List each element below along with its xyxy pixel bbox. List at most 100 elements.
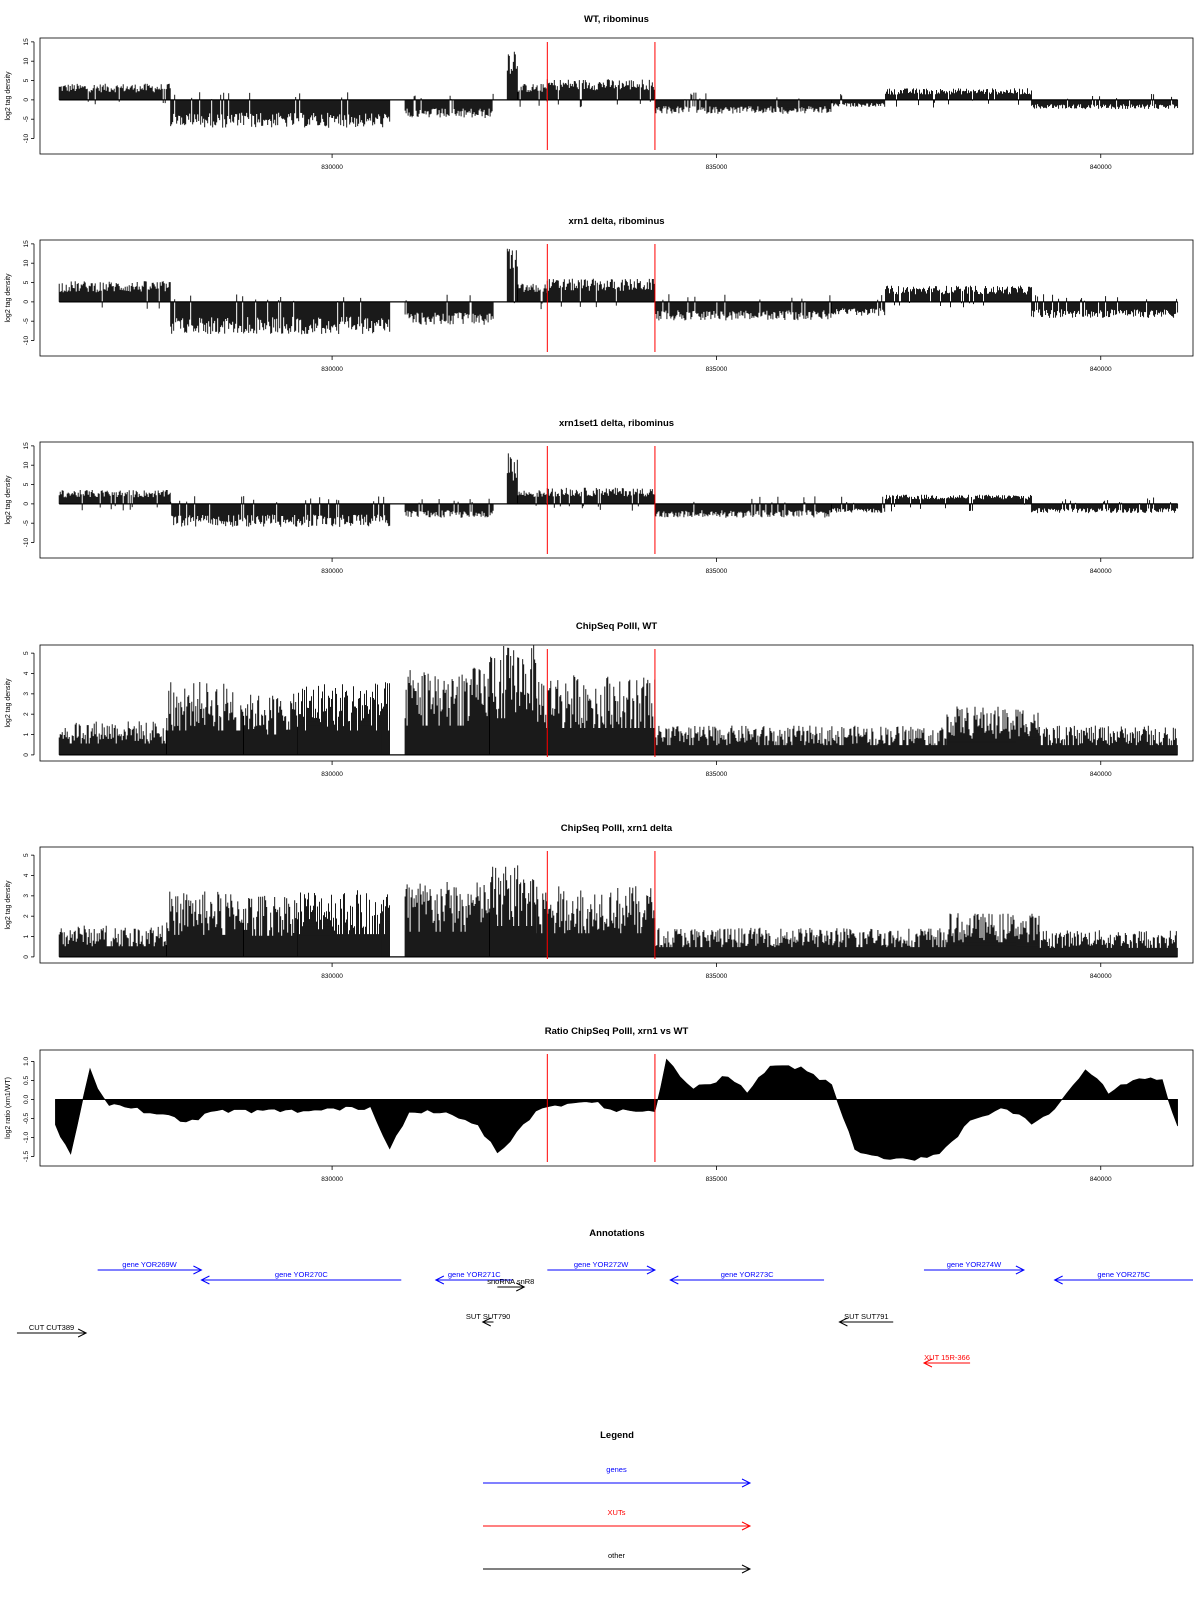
signal-series (58, 248, 1179, 335)
track-panel-2: xrn1 delta, ribominus log2 tag density -10… (5, 216, 1194, 373)
y-tick-label: 0 (23, 98, 30, 102)
direction-arrowhead (200, 1275, 210, 1285)
y-tick-label: 0.5 (23, 1076, 30, 1085)
direction-arrowhead (481, 1317, 491, 1327)
y-tick-label: -5 (23, 116, 30, 122)
direction-arrowhead (77, 1328, 88, 1338)
y-axis-label: log2 tag density (5, 678, 12, 728)
y-tick-label: -10 (23, 133, 30, 143)
x-tick-label: 835000 (706, 1176, 728, 1183)
x-tick-label: 835000 (706, 973, 728, 980)
y-tick-label: -5 (23, 318, 30, 324)
y-axis-label: log2 tag density (5, 475, 12, 525)
panel-title: xrn1set1 delta, ribominus (559, 418, 674, 429)
feature-label: CUT CUT389 (29, 1323, 74, 1332)
annotation-sut-sut790: SUT SUT790 (466, 1312, 510, 1327)
tag-density-bars (58, 645, 1178, 755)
plot-frame (39, 846, 1194, 964)
plot-frame (39, 644, 1194, 762)
y-tick-label: 15 (23, 38, 30, 46)
feature-label: gene YOR269W (122, 1260, 177, 1269)
y-tick-label: 2 (23, 914, 30, 918)
y-tick-label: -1.5 (23, 1151, 30, 1163)
annotation-cut-cut389: CUT CUT389 (16, 1323, 88, 1338)
feature-label: SUT SUT790 (466, 1312, 510, 1321)
panel-title: ChipSeq PolII, xrn1 delta (561, 823, 673, 834)
y-tick-label: 5 (23, 280, 30, 284)
feature-label: XUT 15R-366 (924, 1353, 970, 1362)
legend-entry-other: other (483, 1551, 752, 1574)
track-panel-5: ChipSeq PolII, xrn1 delta log2 tag densit… (5, 823, 1194, 980)
signal-series (58, 645, 1178, 756)
x-tick-label: 840000 (1090, 771, 1112, 778)
x-tick-label: 835000 (706, 568, 728, 575)
legend-title: Legend (600, 1430, 634, 1441)
direction-arrowhead (646, 1265, 657, 1275)
y-tick-label: 1 (23, 934, 30, 938)
y-axis-label: log2 tag density (5, 273, 12, 323)
plot-frame (39, 441, 1194, 559)
x-tick-label: 840000 (1090, 973, 1112, 980)
x-tick-label: 830000 (321, 568, 343, 575)
y-tick-label: -1.0 (23, 1131, 30, 1143)
feature-label: gene YOR273C (721, 1270, 774, 1279)
tag-density-bars (58, 248, 1179, 335)
y-tick-label: 3 (23, 894, 30, 898)
y-tick-label: -5 (23, 520, 30, 526)
feature-label: gene YOR274W (947, 1260, 1002, 1269)
x-tick-label: 840000 (1090, 568, 1112, 575)
legend-entry-genes: genes (483, 1465, 752, 1488)
direction-arrowhead (922, 1358, 933, 1368)
annotation-gene-yor272w: gene YOR272W (547, 1260, 657, 1275)
annotation-gene-yor269w: gene YOR269W (97, 1260, 203, 1275)
annotation-gene-yor271c: gene YOR271C (434, 1270, 513, 1285)
feature-label: gene YOR271C (448, 1270, 501, 1279)
annotation-xut-15r-366: XUT 15R-366 (922, 1353, 971, 1368)
panel-title: xrn1 delta, ribominus (568, 216, 664, 227)
y-tick-label: -0.5 (23, 1112, 30, 1124)
y-tick-label: 5 (23, 853, 30, 857)
signal-series (58, 51, 1179, 128)
legend-arrowhead (741, 1478, 752, 1488)
y-tick-label: 4 (23, 671, 30, 675)
y-tick-label: 5 (23, 78, 30, 82)
y-tick-label: 1 (23, 732, 30, 736)
tag-density-bars (58, 865, 1178, 957)
track-panel-4: ChipSeq PolII, WT log2 tag density 0 1 2 3 4 5 8… (5, 621, 1194, 778)
y-tick-label: 0 (23, 955, 30, 959)
y-axis-label: log2 ratio (xrn1/WT) (5, 1077, 12, 1139)
y-tick-label: 0 (23, 753, 30, 757)
plot-frame (39, 37, 1194, 155)
y-tick-label: 0 (23, 502, 30, 506)
panel-title: ChipSeq PolII, WT (576, 621, 657, 632)
y-tick-label: 10 (23, 259, 30, 267)
y-tick-label: 15 (23, 442, 30, 450)
annotation-gene-yor273c: gene YOR273C (669, 1270, 825, 1285)
annotation-snorna-snr8: snoRNA snR8 (487, 1277, 534, 1292)
legend-label: genes (606, 1465, 627, 1474)
x-tick-label: 830000 (321, 771, 343, 778)
x-tick-label: 840000 (1090, 366, 1112, 373)
legend-arrowhead (741, 1564, 752, 1574)
x-tick-label: 835000 (706, 771, 728, 778)
legend-label: XUTs (608, 1508, 626, 1517)
y-tick-label: 10 (23, 461, 30, 469)
signal-series (58, 865, 1178, 958)
feature-label: gene YOR270C (275, 1270, 328, 1279)
x-tick-label: 830000 (321, 1176, 343, 1183)
feature-label: snoRNA snR8 (487, 1277, 534, 1286)
tag-density-bars (58, 51, 1179, 128)
x-tick-label: 840000 (1090, 1176, 1112, 1183)
feature-label: gene YOR275C (1097, 1270, 1150, 1279)
annotation-features: gene YOR269W gene YOR270C gene YOR271C gene… (16, 1260, 1193, 1368)
panel-title: Ratio ChipSeq PolII, xrn1 vs WT (545, 1026, 689, 1037)
track-panel-6: Ratio ChipSeq PolII, xrn1 vs WT log2 rati… (5, 1026, 1194, 1183)
annotation-gene-yor270c: gene YOR270C (200, 1270, 402, 1285)
track-panel-1: WT, ribominus log2 tag density -10 -5 0 5 10 15… (5, 14, 1194, 171)
feature-label: gene YOR272W (574, 1260, 629, 1269)
legend-section: Legend genes XUTs other (483, 1430, 752, 1574)
legend-entry-xuts: XUTs (483, 1508, 752, 1531)
